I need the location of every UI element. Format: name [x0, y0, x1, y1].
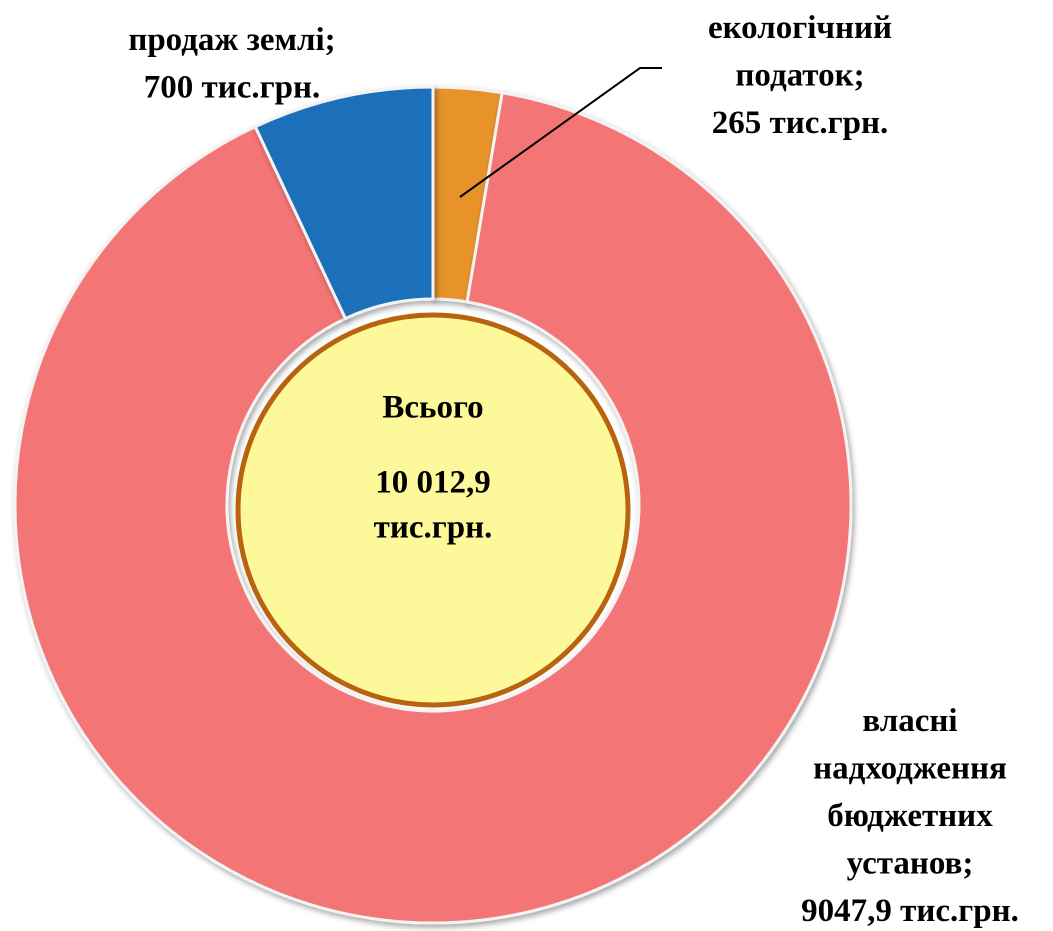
value-label: 265 тис.грн. [712, 105, 888, 141]
category-line: продаж землі; [128, 22, 335, 58]
category-line: екологічний [708, 10, 892, 46]
leader-line [459, 67, 662, 198]
center-total: 10 012,9 [375, 465, 491, 501]
slice-label: екологічний податок; 265 тис.грн. [708, 10, 892, 141]
center-disc [235, 312, 631, 708]
slice-label: продаж землі; 700 тис.грн. [128, 22, 335, 106]
category-line: податок; [735, 57, 864, 93]
slice-label: власні надходження бюджетних установ; 9047,9… [801, 703, 1019, 929]
slice [13, 91, 853, 925]
slices [13, 85, 853, 925]
value-label: 700 тис.грн. [144, 69, 320, 105]
category-line: бюджетних [827, 798, 993, 834]
center-unit: тис.грн. [374, 510, 493, 546]
category-label: екологічний податок; [708, 10, 892, 94]
slice [253, 85, 435, 321]
category-label: власні надходження бюджетних установ; [813, 703, 1007, 882]
center-title: Всього [382, 390, 483, 426]
category-line: надходження [813, 750, 1007, 786]
category-line: власні [862, 703, 957, 739]
category-label: продаж землі; [128, 22, 335, 58]
category-line: установ; [847, 845, 974, 881]
value-label: 9047,9 тис.грн. [801, 893, 1019, 929]
